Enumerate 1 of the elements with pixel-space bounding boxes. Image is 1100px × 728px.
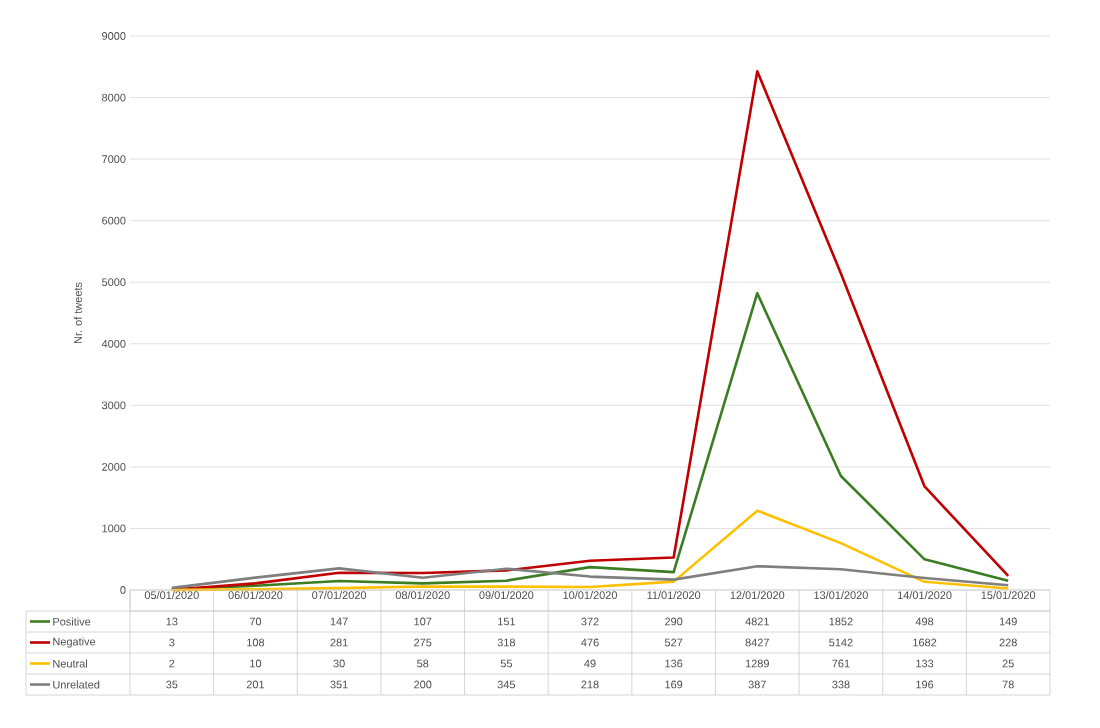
line-series bbox=[170, 564, 1010, 590]
